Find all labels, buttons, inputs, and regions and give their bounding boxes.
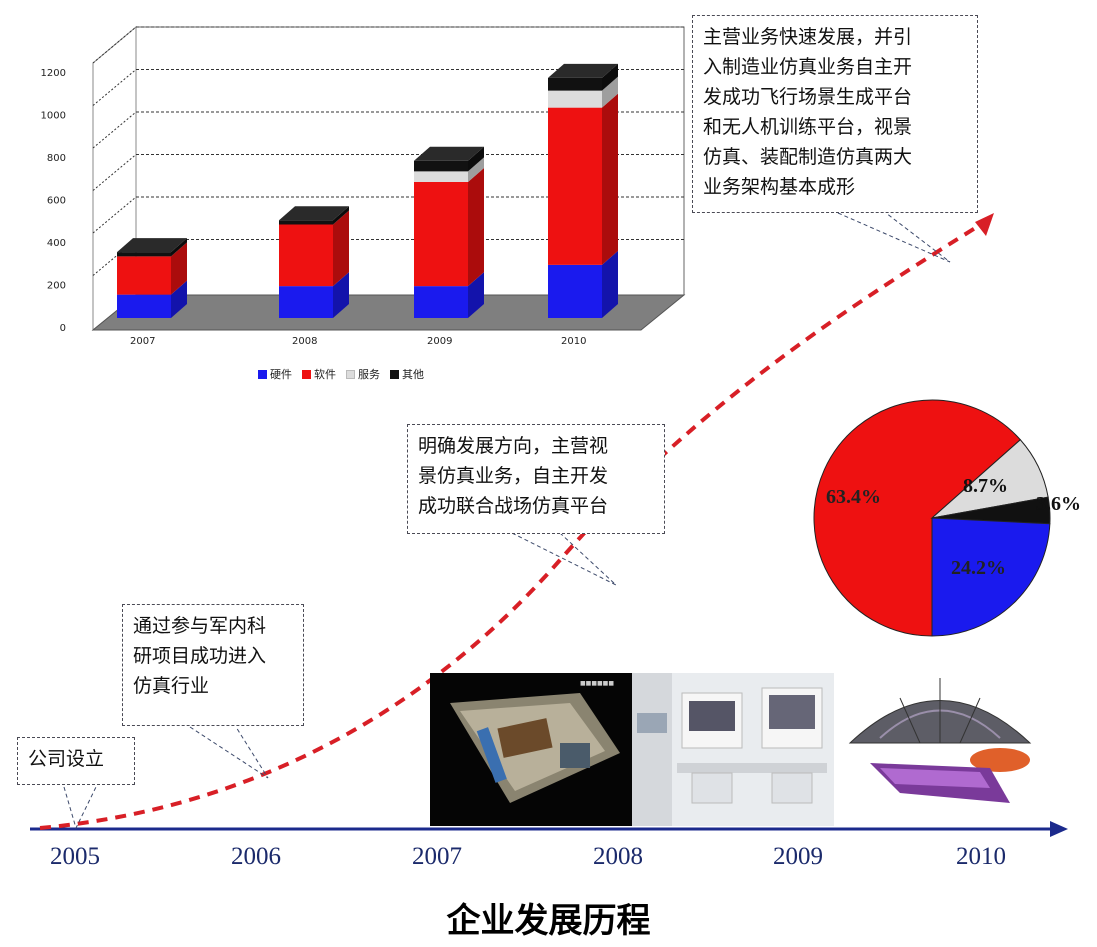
grid-line-side	[92, 69, 137, 106]
bar-segment-side	[468, 272, 484, 318]
bar-segment-其他	[414, 160, 468, 172]
bar-segment-side	[333, 210, 349, 287]
bar-top	[117, 238, 187, 253]
legend-item-other: 其他	[390, 366, 424, 382]
svg-text:■■■■■■: ■■■■■■	[580, 680, 614, 687]
growth-curve-arrowhead	[975, 213, 994, 236]
year-label-2005: 2005	[50, 843, 100, 870]
bar-segment-硬件	[548, 264, 602, 318]
year-label-2007: 2007	[412, 843, 462, 870]
bar-top	[548, 63, 618, 78]
grid-line-side	[92, 239, 137, 276]
bar-segment-软件	[279, 224, 333, 287]
callout-growth: 主营业务快速发展，并引 入制造业仿真业务自主开 发成功飞行场景生成平台 和无人机…	[692, 15, 978, 213]
pie-label-service: 8.7%	[963, 475, 1008, 497]
y-tick-label: 400	[47, 238, 66, 249]
bar-segment-side	[468, 168, 484, 287]
bar-segment-side	[171, 280, 187, 318]
bar-segment-side	[602, 93, 618, 265]
x-tick-label: 2008	[292, 336, 317, 347]
grid-line-side	[92, 196, 137, 234]
bar-segment-side	[468, 157, 484, 182]
year-label-2010: 2010	[956, 843, 1006, 870]
bar-segment-side	[602, 63, 618, 91]
pie-label-other: 3.6%	[1036, 493, 1081, 515]
y-tick-label: 1200	[41, 68, 66, 79]
pie-label-hardware: 24.2%	[951, 557, 1006, 579]
pie-slice-硬件	[931, 517, 1051, 637]
callout-entry: 通过参与军内科 研项目成功进入 仿真行业	[122, 604, 304, 726]
y-tick-label: 800	[47, 153, 66, 164]
simulation-console-image	[632, 673, 834, 826]
bar-segment-软件	[414, 182, 468, 287]
legend-item-software: 软件	[302, 366, 336, 382]
page-title: 企业发展历程	[446, 901, 651, 941]
bar-segment-其他	[117, 252, 171, 257]
chart-legend: 硬件 软件 服务 其他	[258, 366, 424, 382]
bar-top	[414, 146, 484, 161]
grid-line-side	[92, 26, 137, 64]
bar-segment-side	[468, 146, 484, 172]
x-tick-label: 2009	[427, 336, 452, 347]
bar-segment-side	[171, 238, 187, 257]
legend-item-hardware: 硬件	[258, 366, 292, 382]
legend-item-service: 服务	[346, 366, 380, 382]
bar-segment-side	[602, 76, 618, 108]
pie-label-software: 63.4%	[826, 486, 881, 508]
legend-label: 服务	[358, 368, 380, 381]
pie-chart	[813, 399, 1051, 637]
legend-label: 硬件	[270, 368, 292, 381]
bar-segment-软件	[117, 256, 171, 295]
bar-segment-其他	[548, 77, 602, 91]
bar-segment-side	[333, 272, 349, 318]
callout-pointer-founded	[63, 786, 97, 830]
bar-segment-side	[171, 242, 187, 295]
timeline-arrowhead	[1050, 821, 1068, 837]
callout-direction: 明确发展方向，主营视 景仿真业务，自主开发 成功联合战场仿真平台	[407, 424, 665, 534]
bar-segment-其他	[279, 220, 333, 225]
pie-slice-软件	[813, 399, 1022, 637]
bar-segment-硬件	[279, 286, 333, 318]
callout-founded: 公司设立	[17, 737, 135, 785]
y-tick-label: 200	[47, 281, 66, 292]
bar-segment-服务	[548, 90, 602, 108]
grid-line-side	[92, 111, 137, 149]
bar-segment-硬件	[117, 294, 171, 318]
virtual-battlefield-scene-image: ■■■■■■	[430, 673, 632, 826]
year-label-2009: 2009	[773, 843, 823, 870]
bar-segment-软件	[548, 107, 602, 265]
x-tick-label: 2010	[561, 336, 586, 347]
x-tick-label: 2007	[130, 336, 155, 347]
bar-segment-side	[333, 206, 349, 225]
callout-pointer-direction	[511, 532, 617, 586]
year-label-2006: 2006	[231, 843, 281, 870]
y-tick-label: 1000	[41, 111, 66, 122]
grid-line-side	[92, 154, 137, 191]
legend-label: 软件	[314, 368, 336, 381]
bar-segment-服务	[414, 171, 468, 182]
bar-top	[279, 206, 349, 221]
y-tick-label: 600	[47, 196, 66, 207]
year-label-2008: 2008	[593, 843, 643, 870]
dome-display-system-image	[848, 678, 1032, 803]
growth-curve	[39, 223, 982, 830]
legend-label: 其他	[402, 368, 424, 381]
callout-pointer-entry	[189, 726, 269, 779]
callout-pointer-growth	[837, 212, 951, 263]
bar-segment-side	[602, 250, 618, 318]
bar-segment-硬件	[414, 286, 468, 318]
y-tick-label: 0	[60, 323, 66, 334]
